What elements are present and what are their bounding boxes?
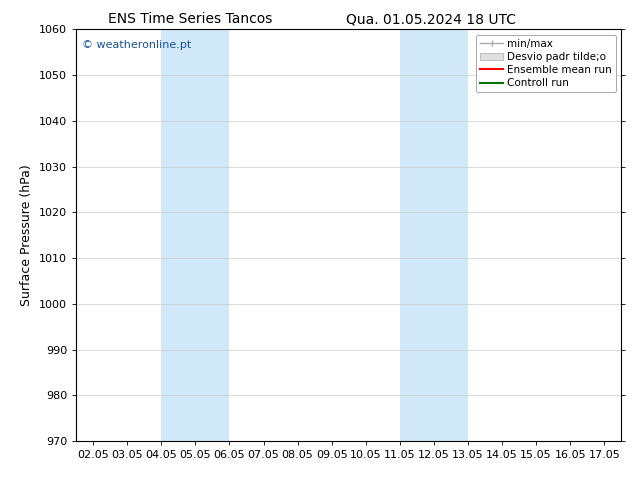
Y-axis label: Surface Pressure (hPa): Surface Pressure (hPa)	[20, 164, 34, 306]
Legend: min/max, Desvio padr tilde;o, Ensemble mean run, Controll run: min/max, Desvio padr tilde;o, Ensemble m…	[476, 35, 616, 92]
Bar	[161, 29, 230, 441]
Bar	[400, 29, 468, 441]
Text: © weatheronline.pt: © weatheronline.pt	[82, 40, 191, 49]
Text: ENS Time Series Tancos: ENS Time Series Tancos	[108, 12, 273, 26]
Text: Qua. 01.05.2024 18 UTC: Qua. 01.05.2024 18 UTC	[346, 12, 516, 26]
